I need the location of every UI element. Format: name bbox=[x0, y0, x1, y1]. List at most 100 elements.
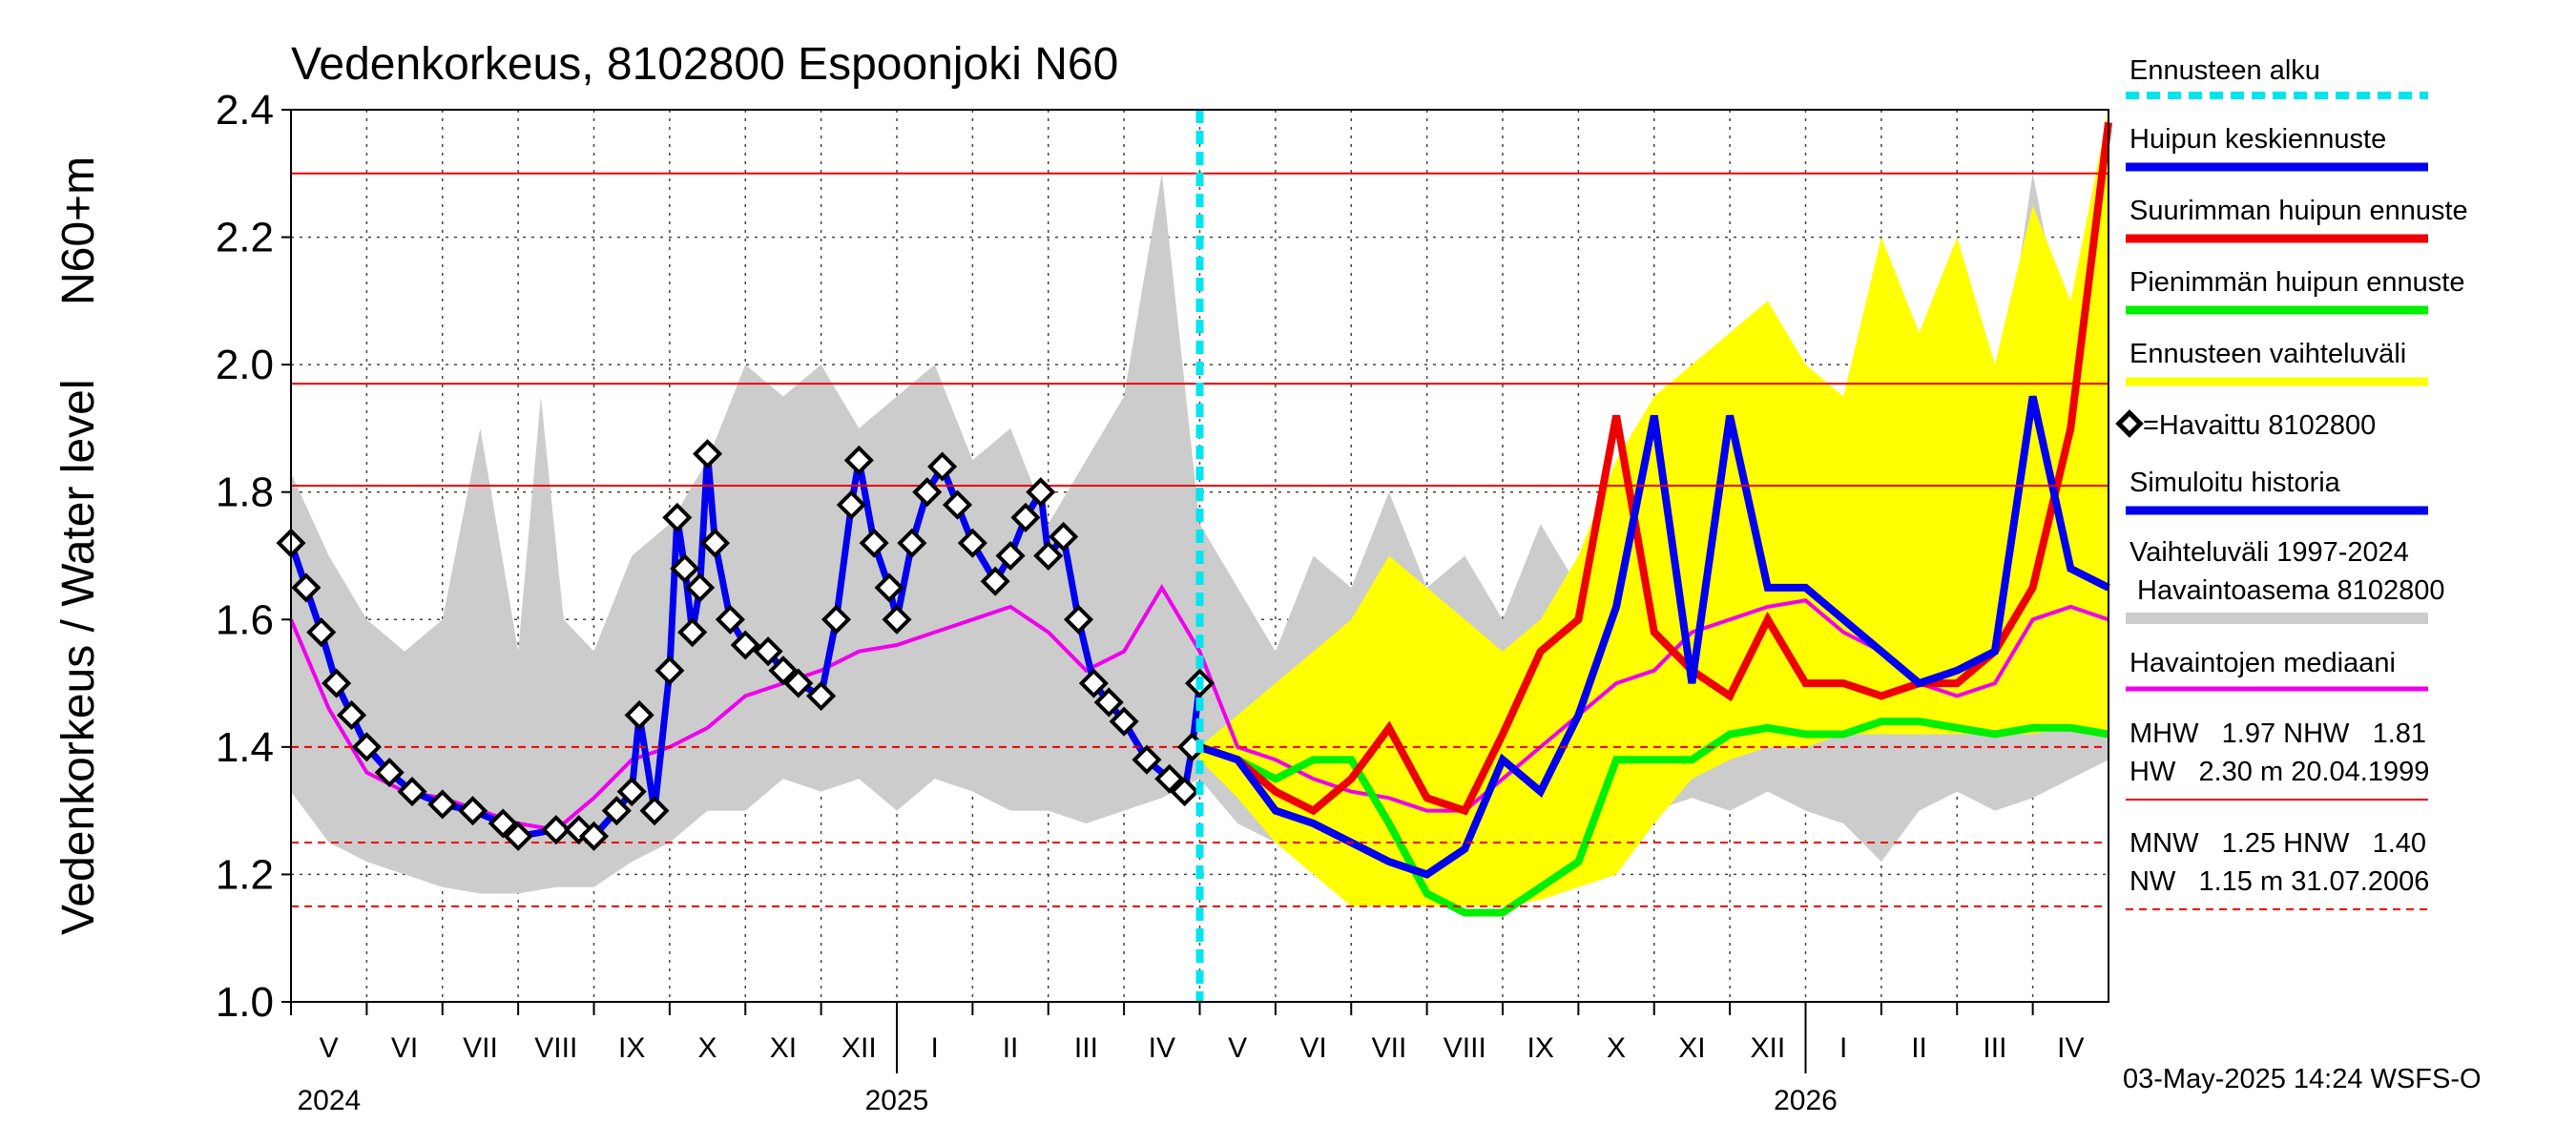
observed-marker bbox=[1063, 604, 1094, 635]
observed-marker bbox=[730, 630, 760, 660]
observed-marker bbox=[677, 617, 708, 648]
observed-marker bbox=[503, 821, 533, 851]
simulated-history-line bbox=[287, 453, 1203, 841]
month-label: VII bbox=[1372, 1032, 1407, 1064]
legend-label-observed: =Havaittu 8102800 bbox=[2143, 410, 2376, 441]
month-label: III bbox=[1983, 1032, 2006, 1064]
observed-marker bbox=[624, 699, 654, 731]
month-label: IV bbox=[2057, 1032, 2084, 1064]
observed-marker bbox=[897, 528, 927, 558]
observed-marker bbox=[1093, 687, 1124, 718]
month-label: IV bbox=[1149, 1032, 1175, 1064]
month-label: XII bbox=[841, 1032, 877, 1064]
observed-marker bbox=[768, 656, 799, 686]
legend-label-range-history: Vaihteluväli 1997-2024 bbox=[2129, 537, 2409, 568]
observed-marker bbox=[783, 668, 814, 698]
median-line bbox=[289, 583, 2109, 832]
month-label: IX bbox=[1527, 1032, 1554, 1064]
observed-marker bbox=[397, 777, 427, 807]
observed-marker bbox=[1026, 477, 1056, 508]
observed-marker bbox=[639, 796, 670, 826]
legend-label-station: Havaintoasema 8102800 bbox=[2137, 575, 2444, 606]
month-label: II bbox=[1911, 1032, 1927, 1064]
chart-title: Vedenkorkeus, 8102800 Espoonjoki N60 bbox=[291, 39, 1118, 90]
observed-marker bbox=[821, 604, 852, 635]
year-label: 2024 bbox=[297, 1085, 361, 1116]
observed-marker bbox=[806, 680, 837, 711]
observed-marker bbox=[427, 789, 458, 820]
month-label: VII bbox=[463, 1032, 498, 1064]
month-label: VIII bbox=[534, 1032, 577, 1064]
month-label: IX bbox=[618, 1032, 645, 1064]
month-label: VIII bbox=[1444, 1032, 1486, 1064]
observed-marker bbox=[322, 668, 352, 698]
y-tick-label: 1.4 bbox=[216, 724, 274, 771]
month-label: X bbox=[1607, 1032, 1626, 1064]
observed-marker bbox=[685, 572, 716, 603]
observed-marker bbox=[693, 439, 723, 469]
legend-label-max-forecast: Suurimman huipun ennuste bbox=[2129, 196, 2468, 226]
observed-marker bbox=[1170, 777, 1200, 807]
observed-marker bbox=[578, 821, 610, 851]
month-label: XI bbox=[1678, 1032, 1705, 1064]
axis-layer: 1.01.21.41.61.82.02.22.4V VI VII VIII IX X XI X… bbox=[216, 87, 2109, 1116]
observed-marker bbox=[843, 445, 874, 475]
timestamp: 03-May-2025 14:24 WSFS-O bbox=[2123, 1064, 2482, 1094]
stats-line-hw: HW 2.30 m 20.04.1999 bbox=[2129, 757, 2429, 787]
legend-observed-marker-icon bbox=[2115, 409, 2144, 438]
observed-marker bbox=[1078, 668, 1109, 698]
observed-marker bbox=[927, 451, 958, 482]
y-axis-label: Vedenkorkeus / Water level bbox=[53, 379, 104, 935]
observed-marker bbox=[995, 540, 1026, 572]
stats-line-nw: NW 1.15 m 31.07.2006 bbox=[2129, 866, 2429, 897]
observed-marker bbox=[882, 604, 912, 635]
year-label: 2025 bbox=[865, 1085, 929, 1116]
observed-marker bbox=[912, 477, 943, 508]
legend-label-min-forecast: Pienimmän huipun ennuste bbox=[2129, 267, 2464, 298]
observed-marker bbox=[942, 489, 973, 520]
observed-marker bbox=[541, 815, 571, 845]
month-label: II bbox=[1003, 1032, 1019, 1064]
min-peak-forecast-line bbox=[1198, 718, 2109, 917]
month-label: V bbox=[1228, 1032, 1247, 1064]
forecast-range-band bbox=[1199, 110, 2109, 906]
month-label: I bbox=[931, 1032, 939, 1064]
observed-marker bbox=[957, 528, 987, 558]
observed-marker bbox=[488, 808, 518, 839]
observed-marker bbox=[1154, 763, 1185, 794]
month-label: XI bbox=[770, 1032, 797, 1064]
observed-marker bbox=[670, 553, 700, 584]
stats-line-mnw-hnw: MNW 1.25 HNW 1.40 bbox=[2129, 828, 2426, 859]
observed-marker bbox=[336, 699, 367, 731]
observed-marker bbox=[980, 566, 1010, 596]
legend-label-mean-forecast: Huipun keskiennuste bbox=[2129, 124, 2386, 155]
observed-marker bbox=[859, 528, 889, 558]
observed-marker bbox=[351, 732, 382, 762]
observed-marker bbox=[291, 572, 322, 603]
observed-marker bbox=[1033, 540, 1064, 572]
y-axis-unit-label: N60+m bbox=[53, 156, 104, 305]
observed-marker bbox=[654, 656, 685, 686]
observed-marker bbox=[753, 636, 783, 667]
statistics-block: MHW 1.97 NHW 1.81 HW 2.30 m 20.04.1999 M… bbox=[2126, 718, 2429, 910]
observed-marker bbox=[374, 758, 405, 788]
month-label: VI bbox=[391, 1032, 418, 1064]
year-label: 2026 bbox=[1774, 1085, 1838, 1116]
y-tick-label: 1.8 bbox=[216, 469, 274, 516]
observed-marker bbox=[1049, 521, 1079, 552]
observed-marker bbox=[601, 796, 632, 826]
y-tick-label: 1.2 bbox=[216, 851, 274, 898]
legend: Ennusteen alku Huipun keskiennuste Suuri… bbox=[2115, 55, 2468, 692]
observed-marker bbox=[836, 489, 866, 520]
y-tick-label: 2.0 bbox=[216, 342, 274, 388]
legend-label-simulated-history: Simuloitu historia bbox=[2129, 468, 2341, 498]
y-tick-label: 1.6 bbox=[216, 596, 274, 643]
observed-marker bbox=[1010, 502, 1041, 532]
observed-marker bbox=[457, 796, 488, 826]
month-label: III bbox=[1074, 1032, 1098, 1064]
observed-marker-layer bbox=[276, 110, 1215, 1002]
month-label: I bbox=[1839, 1032, 1847, 1064]
observed-marker bbox=[1109, 706, 1139, 737]
legend-label-forecast-range: Ennusteen vaihteluväli bbox=[2129, 339, 2406, 369]
